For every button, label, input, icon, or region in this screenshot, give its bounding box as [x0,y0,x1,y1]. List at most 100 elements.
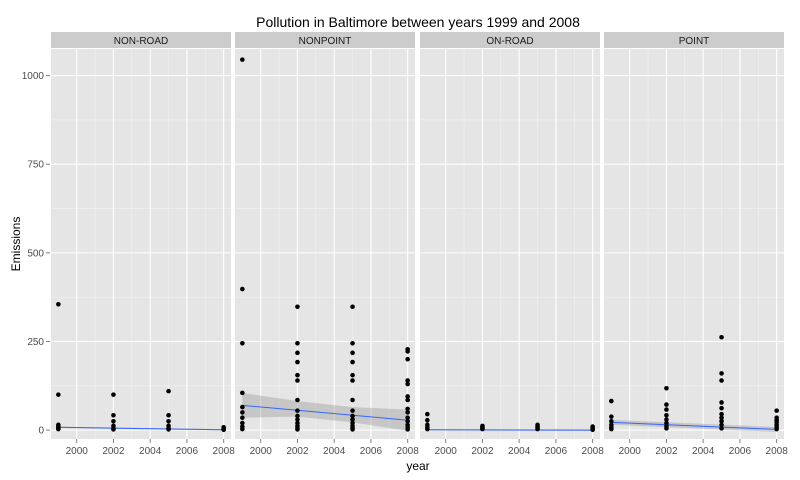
data-point [719,415,724,421]
data-point [166,418,171,424]
x-tick-label: 2008 [582,446,605,457]
facet-panels: NON-ROAD 2000 2002 2004 2006 2008 NONPOINT 2000… [51,32,788,457]
data-point [295,350,300,356]
data-point [719,378,724,383]
data-point [350,350,355,356]
data-point [240,426,245,432]
data-point [664,417,669,422]
data-point [240,415,245,421]
data-point [405,378,410,383]
data-point [719,418,724,424]
data-point [664,402,669,407]
panel-background [235,49,415,439]
x-tick-label: 2006 [545,446,568,457]
data-point [350,408,355,413]
data-point [719,400,724,405]
data-point [719,411,724,417]
data-point [240,410,245,415]
data-point [609,398,614,404]
data-point [240,57,245,62]
x-tick-label: 2004 [323,446,346,457]
data-point [240,390,245,396]
data-point [111,392,116,397]
data-point [295,359,300,365]
data-point [295,397,300,403]
data-point [295,413,300,419]
x-tick-label: 2002 [655,446,678,457]
facet-strip-label: NON-ROAD [114,36,168,47]
data-point [425,417,430,423]
facet-panel-non-road: NON-ROAD 2000 2002 2004 2006 2008 [51,32,235,457]
x-tick-label: 2008 [397,446,420,457]
data-point [719,422,724,428]
data-point [425,426,430,432]
data-point [405,397,410,403]
data-point [166,388,171,394]
data-point [350,417,355,422]
data-point [405,415,410,421]
data-point [480,426,485,432]
facet-strip [604,32,784,48]
data-point [350,372,355,378]
data-point [590,427,595,433]
data-point [56,301,61,307]
data-point [166,427,171,432]
data-point [240,340,245,346]
data-point [350,304,355,310]
y-tick-label: 1000 [22,71,45,82]
facet-panel-point: POINT 2000 2002 2004 2006 2008 [604,32,788,457]
data-point [719,334,724,340]
x-tick-label: 2000 [435,446,458,457]
data-point [774,408,779,413]
data-point [295,372,300,378]
x-axis-title: year [406,459,429,473]
y-tick-label: 750 [27,160,44,171]
data-point [609,426,614,432]
data-point [240,420,245,426]
data-point [609,418,614,424]
data-point [774,426,779,432]
data-point [664,386,669,391]
data-point [405,349,410,354]
trend-line [242,404,408,421]
data-point [664,412,669,418]
data-point [664,407,669,412]
trend-line [58,426,224,431]
data-point [295,304,300,310]
data-point [405,418,410,424]
data-point [350,378,355,383]
data-point [405,381,410,387]
y-tick-label: 250 [27,337,44,348]
y-tick-label: 500 [27,248,44,259]
data-point [111,427,116,432]
y-axis-tick-labels: 0 250 500 750 1000 [22,71,50,437]
facet-strip [235,32,415,48]
x-tick-label: 2006 [176,446,199,457]
x-tick-label: 2006 [729,446,752,457]
data-point [295,417,300,422]
facet-panel-on-road: ON-ROAD 2000 2002 2004 2006 2008 [420,32,604,457]
data-point [425,411,430,417]
facet-strip [420,32,600,48]
y-axis-title: Emissions [9,217,23,272]
data-point [350,413,355,419]
x-tick-label: 2002 [102,446,125,457]
data-point [56,426,61,432]
data-point [609,414,614,419]
y-tick-label: 0 [38,426,44,437]
data-point [295,408,300,413]
data-point [405,394,410,399]
panel-background [420,49,600,439]
data-point [56,392,61,397]
data-point [295,427,300,432]
data-point [350,427,355,432]
data-point [350,359,355,365]
data-point [405,356,410,362]
data-point [240,286,245,292]
x-tick-label: 2000 [250,446,273,457]
data-point [405,406,410,412]
x-tick-label: 2008 [766,446,789,457]
x-tick-label: 2000 [66,446,89,457]
facet-strip-label: ON-ROAD [486,36,533,47]
